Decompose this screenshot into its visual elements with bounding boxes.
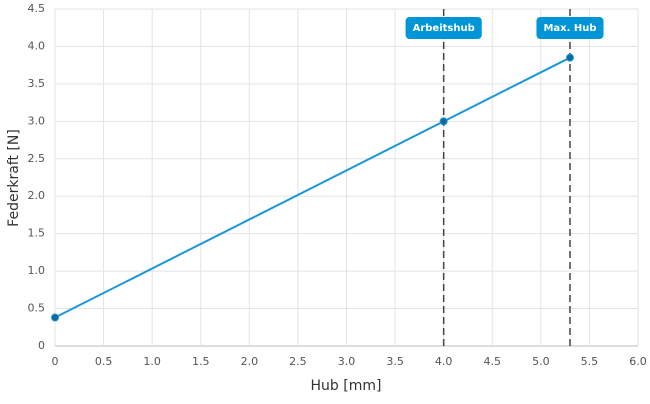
x-tick-label: 1.0 (143, 355, 161, 368)
x-tick-label: 0.5 (95, 355, 113, 368)
x-tick-label: 3.5 (386, 355, 404, 368)
y-tick-label: 1.0 (28, 264, 46, 277)
y-tick-label: 0.5 (28, 302, 46, 315)
x-tick-label: 4.0 (435, 355, 453, 368)
point (51, 313, 59, 322)
annotation-badge (405, 17, 482, 39)
annotation-label: Max. Hub (543, 23, 596, 34)
x-tick-label: 1.5 (192, 355, 210, 368)
x-tick-label: 2.0 (241, 355, 259, 368)
x-tick-label: 2.5 (289, 355, 307, 368)
x-tick-label: 3.0 (338, 355, 356, 368)
y-tick-label: 4.5 (28, 2, 46, 15)
y-tick-label: 3.5 (28, 77, 46, 90)
x-tick-label: 0 (52, 355, 59, 368)
y-axis-title: Federkraft [N] (6, 129, 22, 227)
x-tick-label: 5.5 (581, 355, 599, 368)
x-tick-label: 6.0 (629, 355, 647, 368)
point (439, 117, 448, 126)
x-tick-label: 4.5 (484, 355, 502, 368)
annotation-badge (536, 17, 604, 39)
y-tick-label: 0 (38, 339, 45, 352)
y-tick-label: 2.0 (28, 189, 46, 202)
x-axis-title: Hub [mm] (311, 378, 382, 394)
x-tick-label: 5.0 (532, 355, 550, 368)
y-tick-label: 1.5 (28, 227, 46, 240)
point (565, 53, 574, 62)
y-tick-label: 3.0 (28, 114, 46, 127)
y-tick-label: 2.5 (28, 152, 46, 165)
y-tick-label: 4.0 (28, 39, 46, 52)
annotation-label: Arbeitshub (413, 23, 475, 34)
